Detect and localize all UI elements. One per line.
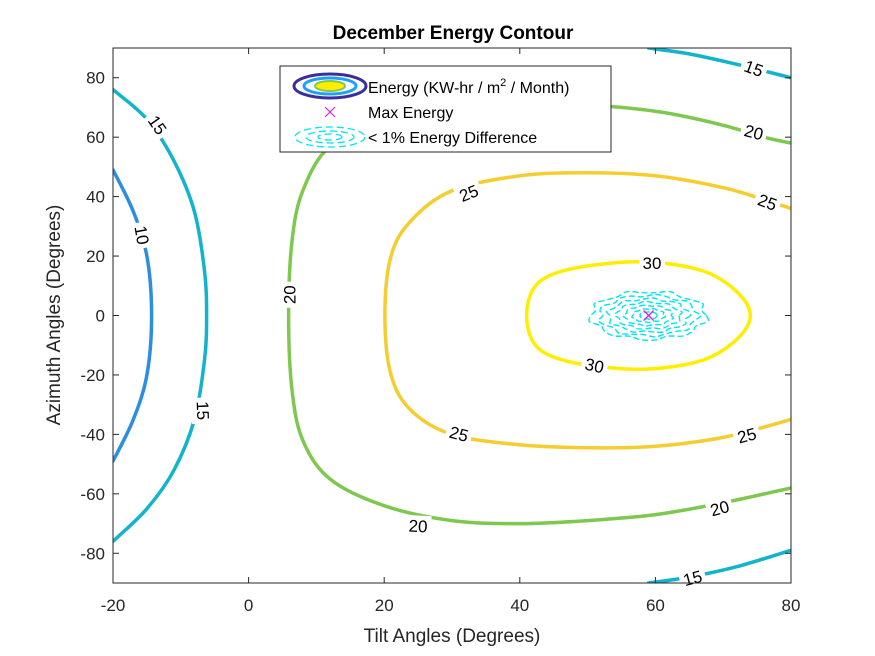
chart-title: December Energy Contour [333, 23, 574, 44]
legend: Energy (KW-hr / m2 / Month) Max Energy <… [279, 65, 612, 153]
contour-label-10-0-0: 10 [130, 224, 152, 246]
one-percent-ring-0 [588, 290, 710, 342]
y-tick-label: 40 [86, 188, 105, 207]
contour-line-30-7 [524, 260, 753, 371]
contour-label-bg-10-0-0 [128, 220, 155, 250]
contour-line-15-1 [113, 87, 209, 544]
y-tick-label: 20 [86, 247, 105, 266]
contour-label-20-5-0: 20 [742, 121, 765, 144]
y-tick-label: 0 [96, 307, 105, 326]
contour-label-bg-15-1-0 [140, 108, 174, 143]
x-axis-ticks: -20 0 20 40 60 80 [101, 48, 801, 615]
contour-line-25-6 [383, 171, 791, 450]
contour-label-bg-20-4-0 [278, 281, 301, 308]
y-axis-ticks: -80 -60 -40 -20 0 20 40 60 80 [80, 69, 791, 563]
legend-diff-label: < 1% Energy Difference [368, 130, 537, 147]
y-tick-label: 60 [86, 128, 105, 147]
contour-label-bg-25-6-3 [731, 421, 763, 450]
x-tick-label: 0 [244, 596, 253, 615]
contour-label-15-1-1: 15 [193, 401, 213, 421]
legend-energy-label: Energy (KW-hr / m2 / Month) [368, 77, 569, 97]
contour-label-20-4-0: 20 [280, 285, 299, 304]
contour-label-25-6-2: 25 [447, 423, 470, 446]
contour-label-30-7-0: 30 [643, 254, 662, 273]
one-percent-ring-4 [622, 304, 675, 327]
contour-lines [113, 48, 791, 583]
contour-label-bg-20-4-1 [404, 514, 432, 539]
contour-label-bg-15-1-1 [191, 397, 214, 424]
contour-line-20-5 [572, 102, 791, 145]
one-percent-ring-1 [597, 293, 702, 338]
contour-label-25-6-3: 25 [735, 424, 758, 447]
max-energy-marker [643, 310, 655, 321]
legend-max-marker [324, 106, 336, 118]
legend-diff-swatch [294, 126, 366, 148]
one-percent-ring-5 [631, 308, 666, 324]
one-percent-ring-6 [639, 310, 659, 321]
y-tick-label: -80 [80, 544, 105, 563]
legend-max-label: Max Energy [368, 105, 453, 122]
x-tick-label: 20 [375, 596, 394, 615]
x-axis-label: Tilt Angles (Degrees) [364, 626, 541, 647]
contour-label-30-7-1: 30 [583, 355, 605, 378]
y-tick-label: -20 [80, 366, 105, 385]
y-tick-label: -60 [80, 485, 105, 504]
contour-label-bg-25-6-0 [452, 178, 486, 209]
contour-label-bg-15-2-0 [737, 54, 770, 84]
max-energy-x-b [643, 310, 655, 321]
contour-line-10-0 [113, 168, 154, 463]
contour-label-bg-20-5-0 [738, 118, 770, 147]
legend-energy-label-tail: / Month) [506, 80, 569, 97]
contour-label-bg-30-7-1 [579, 352, 610, 380]
one-percent-ring-2 [605, 297, 692, 333]
y-axis-label: Azimuth Angles (Degrees) [44, 205, 65, 426]
legend-energy-swatch [292, 72, 368, 100]
contour-label-bg-25-6-1 [751, 187, 784, 218]
contour-label-bg-15-3-0 [677, 564, 709, 593]
contour-label-bg-25-6-2 [443, 420, 475, 449]
y-tick-label: -40 [80, 425, 105, 444]
contour-label-bg-30-7-0 [639, 252, 666, 275]
x-tick-label: 80 [782, 596, 801, 615]
contour-line-20-4 [286, 105, 791, 526]
legend-energy-label-main: Energy (KW-hr / m [368, 80, 500, 97]
one-percent-ring-3 [614, 300, 683, 330]
contour-label-bg-20-4-2 [704, 494, 736, 523]
contour-label-20-4-2: 20 [708, 497, 731, 520]
x-tick-label: 40 [510, 596, 529, 615]
contour-label-20-4-1: 20 [408, 517, 428, 537]
one-percent-region [588, 290, 710, 342]
contour-label-15-3-0: 15 [681, 567, 704, 590]
legend-energy-label-sup: 2 [500, 77, 506, 89]
y-tick-label: 80 [86, 69, 105, 88]
x-tick-label: 60 [646, 596, 665, 615]
contour-line-15-2 [646, 48, 791, 80]
contour-line-15-3 [646, 548, 791, 583]
x-tick-label: -20 [101, 596, 126, 615]
